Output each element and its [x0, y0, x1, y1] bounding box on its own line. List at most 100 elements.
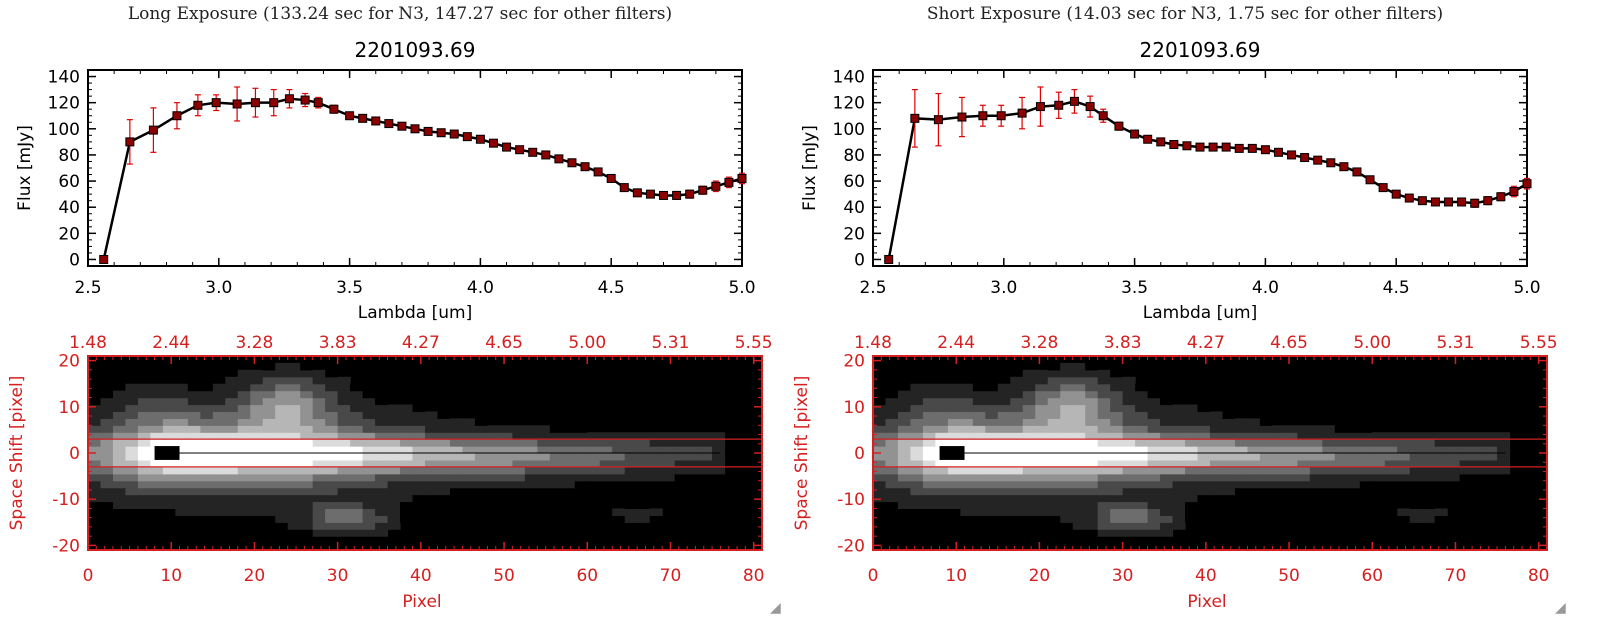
heatmap-cell: [200, 487, 214, 496]
heatmap-cell: [1384, 459, 1398, 468]
heatmap-cell: [250, 390, 264, 399]
heatmap-cell: [175, 459, 189, 468]
heatmap-cell: [112, 404, 127, 413]
flux-point: [619, 183, 629, 193]
heatmap-cell: [275, 446, 289, 454]
heatmap-cell: [1010, 453, 1024, 461]
heatmap-cell: [1222, 459, 1236, 468]
heatmap-cell: [985, 390, 999, 399]
heatmap-cell: [275, 376, 289, 385]
heatmap-cell: [1422, 501, 1436, 510]
heatmap-cell: [88, 446, 102, 454]
heatmap-cell: [474, 425, 489, 433]
heatmap-cell: [549, 459, 563, 468]
heatmap-cell: [212, 390, 226, 399]
flux-point: [1365, 175, 1375, 185]
heatmap-cell: [412, 473, 426, 482]
heatmap-cell: [885, 425, 899, 433]
heatmap-cell: [1384, 453, 1398, 461]
heatmap-cell: [162, 390, 176, 399]
heatmap-cell: [1010, 425, 1024, 433]
heatmap-cell: [474, 453, 489, 461]
heatmap-cell: [1135, 390, 1149, 399]
heatmap-cell: [910, 487, 924, 496]
heatmap-cell: [935, 432, 949, 440]
heatmap-cell: [1210, 453, 1224, 461]
resize-grip-icon[interactable]: ◢: [1555, 600, 1566, 616]
heatmap-cell: [88, 418, 102, 426]
heatmap-cell: [1472, 459, 1486, 468]
heatmap-cell: [1347, 432, 1361, 440]
heatmap-cell: [960, 418, 974, 426]
heatmap-cell: [1010, 501, 1024, 510]
heatmap-cell: [187, 411, 201, 419]
heatmap-cell: [88, 411, 102, 419]
heatmap-cell: [400, 473, 414, 482]
heatmap-cell: [1185, 453, 1199, 461]
heatmap-cell: [350, 383, 364, 392]
heatmap-cell: [922, 459, 937, 468]
heatmap-cell: [350, 432, 364, 440]
heatmap-cell: [1247, 453, 1261, 461]
heatmap-cell: [237, 418, 251, 426]
heatmap-cell: [262, 432, 276, 440]
heatmap-cell: [649, 432, 663, 440]
heatmap-cell: [1197, 404, 1211, 413]
heatmap-cell: [400, 418, 414, 426]
heatmap-cell: [1035, 501, 1049, 510]
heatmap-cell: [1222, 439, 1236, 447]
heatmap-cell: [1222, 432, 1236, 440]
heatmap-cell: [997, 432, 1011, 440]
heatmap-cell: [262, 466, 276, 475]
resize-grip-icon[interactable]: ◢: [770, 600, 781, 616]
heatmap-cell: [262, 508, 276, 516]
heatmap-cell: [1334, 473, 1348, 482]
heatmap-cell: [275, 501, 289, 510]
heatmap-cell: [1135, 466, 1149, 475]
heatmap-cell: [897, 480, 912, 489]
heatmap-cell: [1497, 432, 1511, 440]
heatmap-cell: [972, 508, 986, 516]
y-tick-label: 0: [69, 250, 80, 270]
heatmap-cell: [137, 501, 152, 510]
heatmap-cell: [1434, 446, 1448, 454]
heatmap-cell: [712, 466, 726, 475]
heatmap-cell: [1035, 508, 1049, 516]
heatmap-cell: [1284, 432, 1298, 440]
heatmap-cell: [237, 459, 251, 468]
heatmap-cell: [325, 369, 339, 378]
heatmap-cell: [873, 487, 887, 496]
heatmap-cell: [487, 446, 501, 454]
x-tick-label: 60: [1361, 566, 1383, 586]
heatmap-cell: [462, 446, 476, 454]
heatmap-cell: [425, 418, 439, 426]
heatmap-cell: [1147, 459, 1161, 468]
heatmap-cell: [387, 487, 401, 496]
heatmap-cell: [985, 508, 999, 516]
heatmap-cell: [1022, 439, 1036, 447]
heatmap-cell: [287, 432, 301, 440]
heatmap-cell: [312, 487, 326, 496]
heatmap-cell: [175, 411, 189, 419]
heatmap-cell: [237, 376, 251, 385]
heatmap-cell: [649, 466, 663, 475]
heatmap-cell: [1097, 508, 1111, 516]
heatmap-cell: [985, 466, 999, 475]
heatmap-cell: [175, 439, 189, 447]
heatmap-cell: [88, 501, 102, 510]
heatmap-cell: [662, 459, 676, 468]
heatmap-cell: [947, 390, 961, 399]
heatmap-cell: [287, 508, 301, 516]
flux-point: [284, 94, 294, 104]
heatmap-cell: [237, 390, 251, 399]
heatmap-cell: [1185, 432, 1199, 440]
heatmap-cell: [287, 446, 301, 454]
heatmap-cell: [412, 404, 426, 413]
heatmap-cell: [1472, 432, 1486, 440]
heatmap-cell: [1160, 501, 1174, 510]
heatmap-cell: [1422, 432, 1436, 440]
heatmap-cell: [350, 522, 364, 530]
heatmap-cell: [1122, 397, 1136, 406]
heatmap-cell: [112, 466, 127, 475]
heatmap-cell: [1234, 425, 1249, 433]
